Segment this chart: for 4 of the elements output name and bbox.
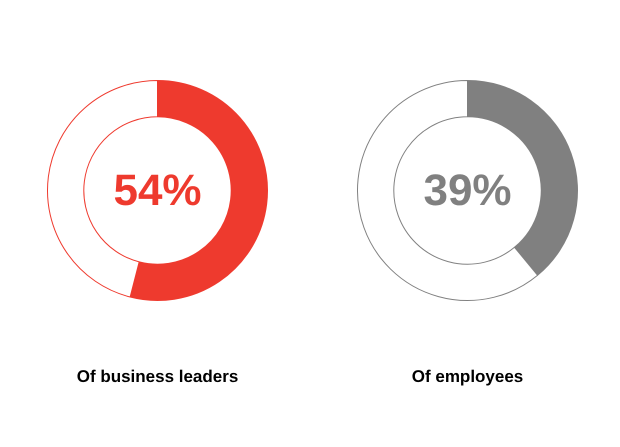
- data-label: 54%: [113, 166, 202, 215]
- text: Of employees: [412, 367, 524, 386]
- data-label: 39%: [423, 166, 512, 215]
- text: Of business leaders: [76, 367, 238, 386]
